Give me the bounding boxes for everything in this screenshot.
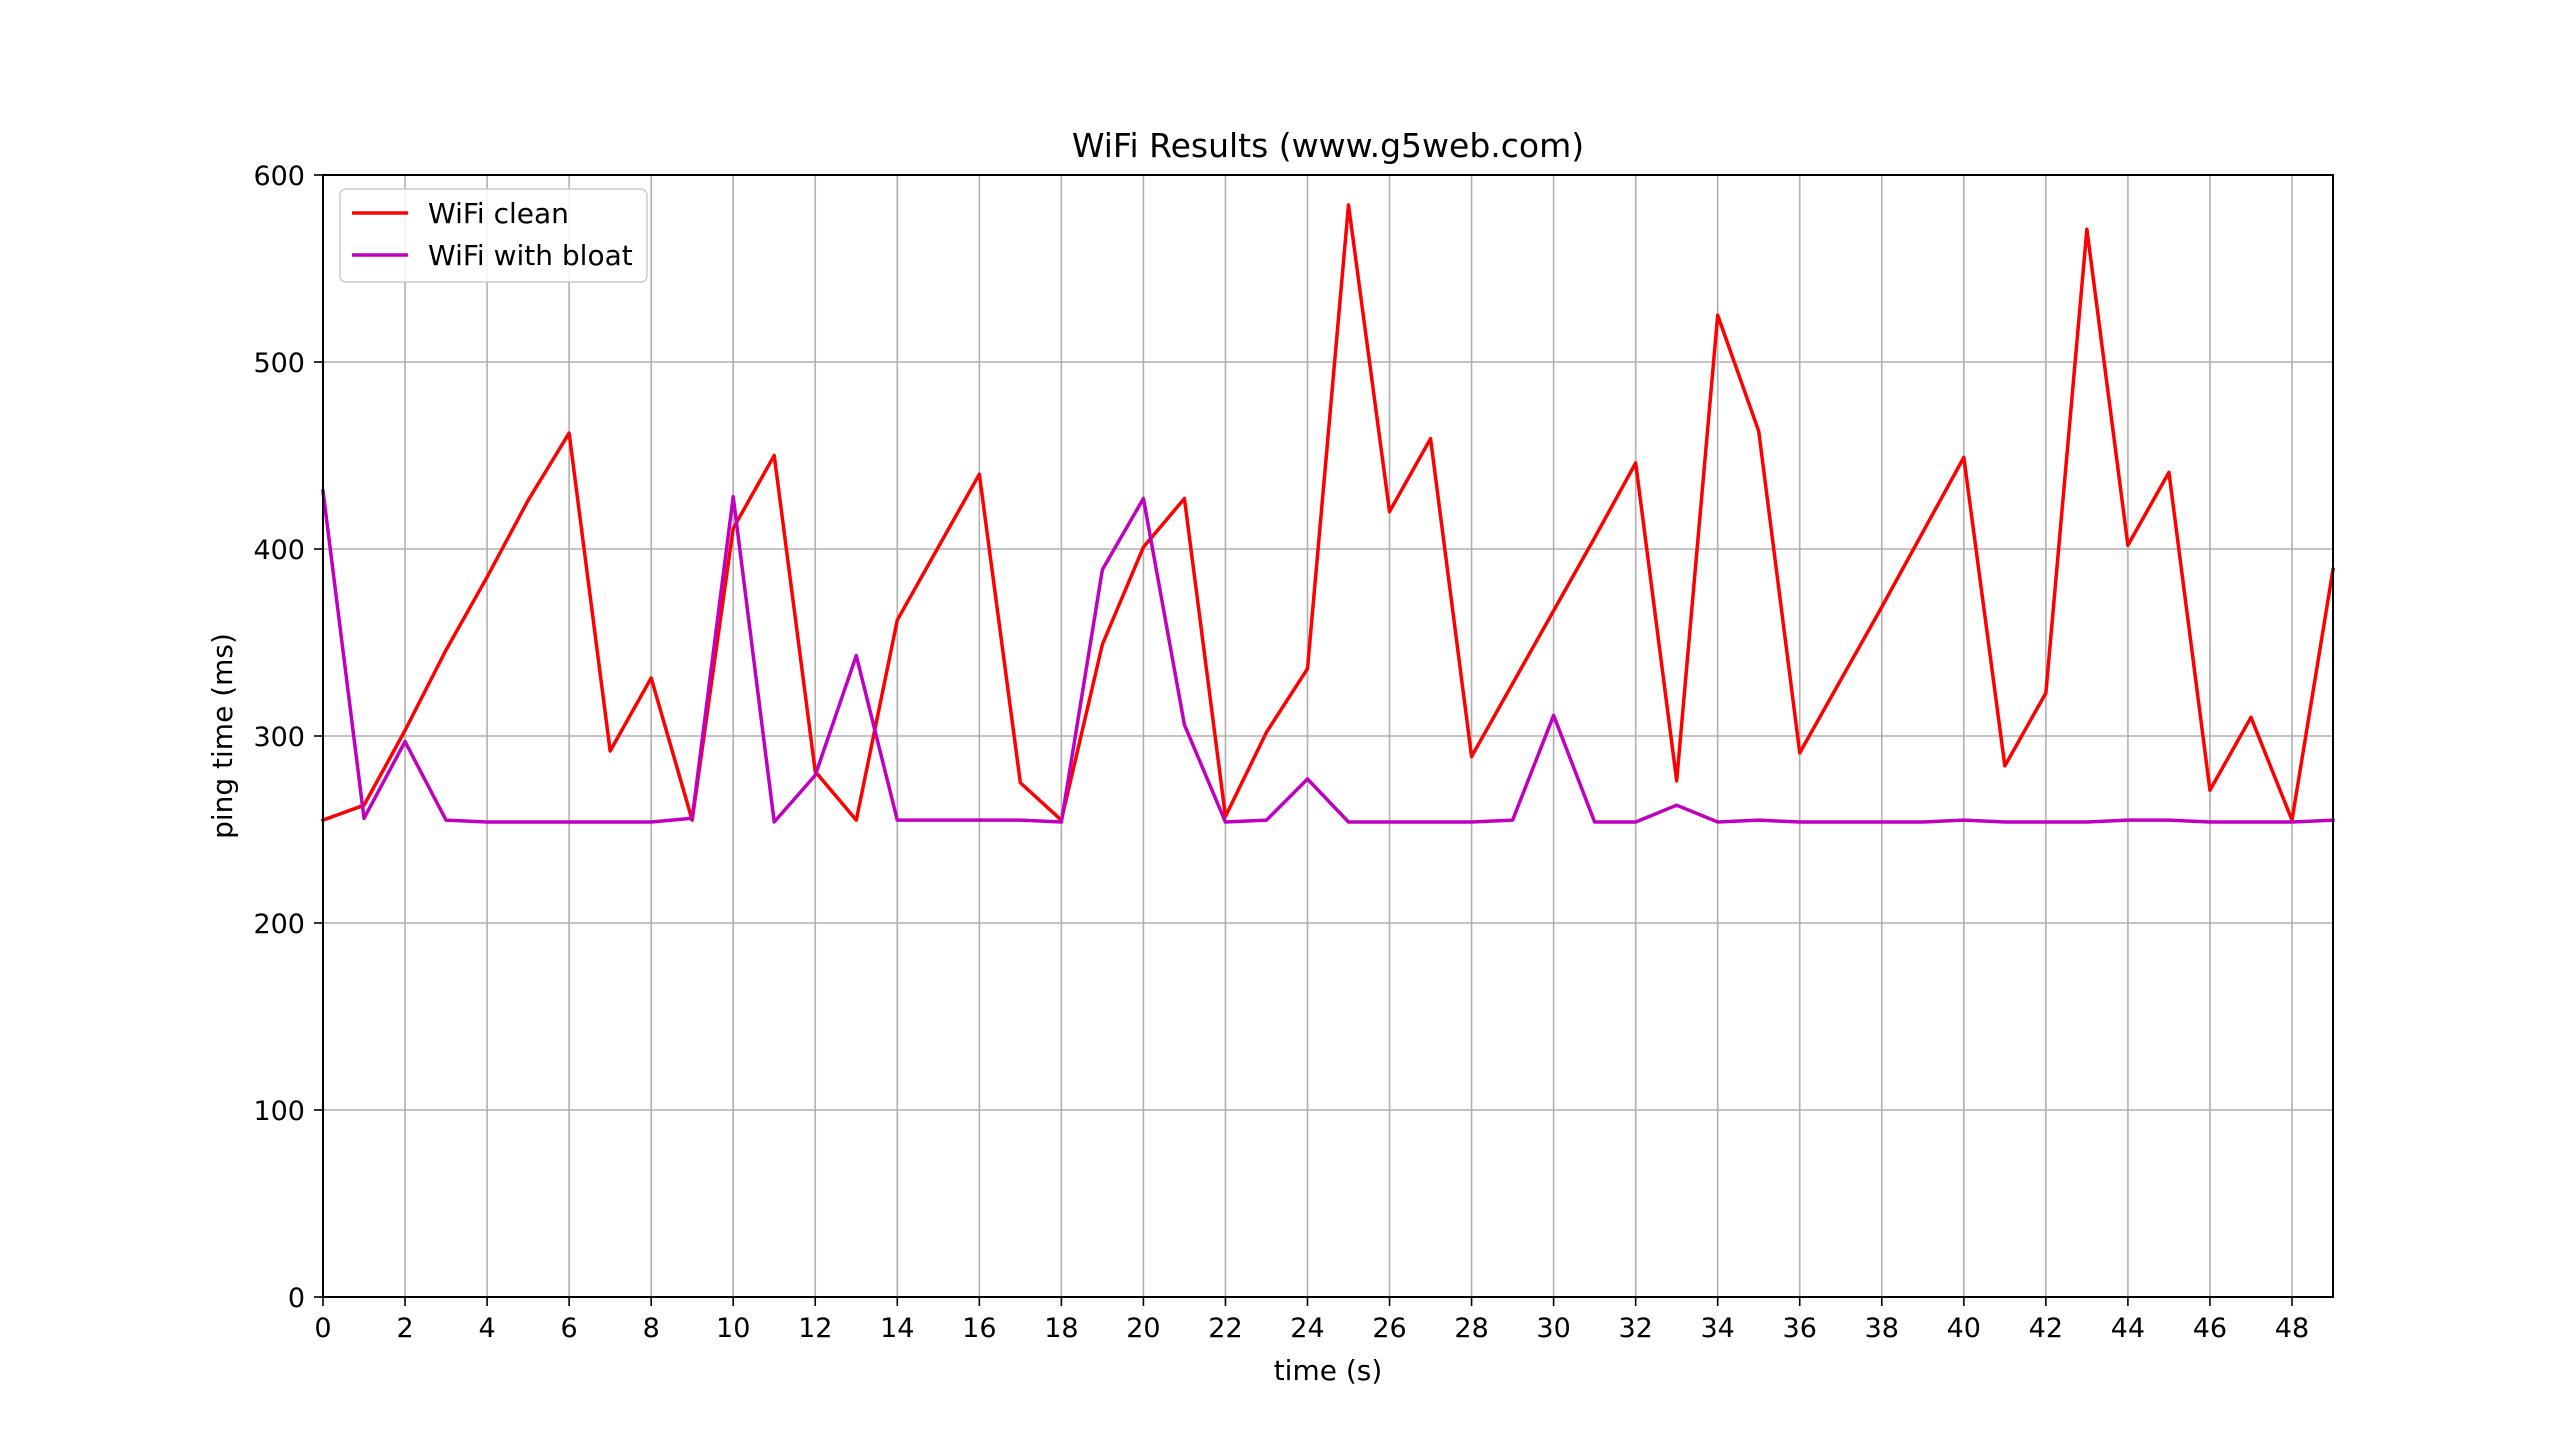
x-tick-label: 40 xyxy=(1947,1313,1981,1344)
x-tick-label: 44 xyxy=(2111,1313,2145,1344)
x-tick-label: 48 xyxy=(2275,1313,2309,1344)
series-line-1 xyxy=(320,203,2336,823)
x-tick-label: 34 xyxy=(1701,1313,1735,1344)
series-line-2 xyxy=(321,489,2335,824)
x-tick-label: 8 xyxy=(643,1313,660,1344)
y-axis-label: ping time (ms) xyxy=(206,633,239,839)
x-tick-label: 2 xyxy=(396,1313,413,1344)
x-axis-ticks: 0 2 4 6 8 10 12 14 16 18 20 22 24 26 28 30 32 34 36 38 40 42 4… xyxy=(314,1297,2309,1344)
x-tick-label: 18 xyxy=(1044,1313,1078,1344)
y-tick-label: 400 xyxy=(253,535,305,566)
x-tick-label: 22 xyxy=(1208,1313,1242,1344)
x-tick-label: 16 xyxy=(962,1313,996,1344)
y-tick-label: 200 xyxy=(253,909,305,940)
x-tick-label: 14 xyxy=(880,1313,914,1344)
legend: WiFi clean WiFi with bloat xyxy=(339,188,648,283)
x-tick-label: 30 xyxy=(1536,1313,1570,1344)
x-tick-label: 42 xyxy=(2029,1313,2063,1344)
x-tick-label: 26 xyxy=(1372,1313,1406,1344)
y-axis-ticks: 0 100 200 300 400 500 600 xyxy=(253,161,323,1314)
y-tick-label: 600 xyxy=(253,161,305,192)
x-tick-label: 38 xyxy=(1865,1313,1899,1344)
x-tick-label: 46 xyxy=(2193,1313,2227,1344)
legend-label-2: WiFi with bloat xyxy=(428,239,633,272)
y-tick-label: 300 xyxy=(253,722,305,753)
x-tick-label: 12 xyxy=(798,1313,832,1344)
x-tick-label: 32 xyxy=(1618,1313,1652,1344)
legend-label-1: WiFi clean xyxy=(428,197,569,230)
x-tick-label: 10 xyxy=(716,1313,750,1344)
x-tick-label: 0 xyxy=(314,1313,331,1344)
x-tick-label: 24 xyxy=(1290,1313,1324,1344)
legend-items: WiFi clean WiFi with bloat xyxy=(352,197,633,272)
chart-title: WiFi Results (www.g5web.com) xyxy=(1072,126,1584,165)
x-tick-label: 20 xyxy=(1126,1313,1160,1344)
x-tick-label: 6 xyxy=(561,1313,578,1344)
y-tick-label: 0 xyxy=(288,1283,305,1314)
x-tick-label: 36 xyxy=(1783,1313,1817,1344)
y-tick-label: 500 xyxy=(253,348,305,379)
series-lines xyxy=(320,203,2336,824)
x-tick-label: 4 xyxy=(478,1313,495,1344)
y-tick-label: 100 xyxy=(253,1096,305,1127)
x-tick-label: 28 xyxy=(1454,1313,1488,1344)
x-axis-label: time (s) xyxy=(1274,1354,1383,1387)
legend-box xyxy=(339,188,648,283)
